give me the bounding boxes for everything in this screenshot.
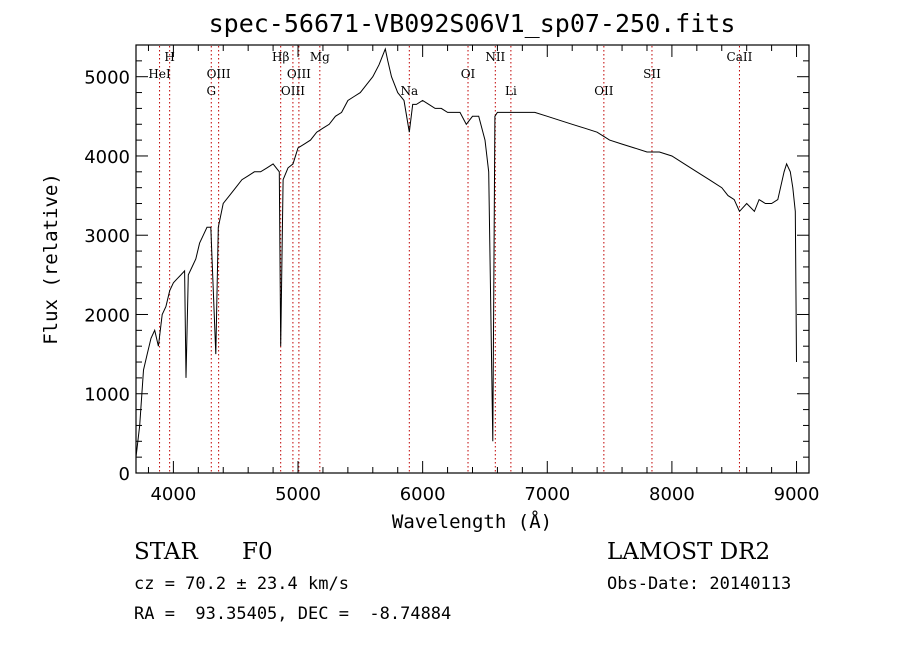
- spectral-line-label: Li: [505, 84, 517, 98]
- sky-coordinates: RA = 93.35405, DEC = -8.74884: [134, 604, 452, 624]
- x-tick-label: 4000: [150, 484, 196, 505]
- spectral-line-labels: HeI H G OIII Hβ OIII OIII Mg Na OI NII Li OII SII CaII: [148, 50, 752, 98]
- spectrum-series-line: [135, 47, 797, 458]
- observation-date: Obs-Date: 20140113: [607, 574, 792, 594]
- y-tick-label: 4000: [84, 147, 130, 168]
- x-axis-label: Wavelength (Å): [392, 510, 552, 533]
- spectral-line-label: G: [206, 84, 216, 98]
- spectral-line-label: OIII: [281, 84, 305, 98]
- spectral-line-label: H: [164, 50, 174, 64]
- x-tick-label: 7000: [524, 484, 570, 505]
- x-tick-label: 6000: [400, 484, 446, 505]
- spectral-line-label: Mg: [310, 50, 330, 64]
- plot-frame: [135, 44, 810, 474]
- spectral-line-label: CaII: [727, 50, 753, 64]
- x-tick-label: 5000: [275, 484, 321, 505]
- spectral-line-label: OII: [594, 84, 614, 98]
- y-tick-label: 3000: [84, 226, 130, 247]
- y-tick-label: 0: [119, 464, 130, 485]
- y-axis-label: Flux (relative): [40, 173, 62, 345]
- spectral-line-label: Hβ: [272, 50, 289, 64]
- spectral-line-label: Na: [400, 84, 418, 98]
- spectral-line-label: NII: [485, 50, 505, 64]
- spectral-line-label: HeI: [148, 67, 171, 81]
- spectral-line-label: OI: [461, 67, 476, 81]
- spectral-line-label: OIII: [287, 67, 311, 81]
- survey-name: LAMOST DR2: [607, 539, 771, 565]
- y-tick-label: 1000: [84, 385, 130, 406]
- x-tick-label: 8000: [649, 484, 695, 505]
- spectral-line-label: OIII: [207, 67, 231, 81]
- object-class: STAR: [134, 539, 198, 565]
- spectral-line-label: SII: [643, 67, 661, 81]
- y-tick-label: 5000: [84, 68, 130, 89]
- axis-ticks: [136, 44, 809, 474]
- x-tick-label: 9000: [774, 484, 820, 505]
- y-tick-label: 2000: [84, 305, 130, 326]
- chart-title: spec-56671-VB092S06V1_sp07-250.fits: [209, 9, 736, 38]
- object-subclass: F0: [242, 539, 273, 565]
- spectral-line-markers: [159, 46, 740, 472]
- axis-tick-labels: 4000 5000 6000 7000 8000 9000 0 1000 2000 3000 400…: [84, 68, 819, 505]
- redshift-velocity: cz = 70.2 ± 23.4 km/s: [134, 574, 349, 594]
